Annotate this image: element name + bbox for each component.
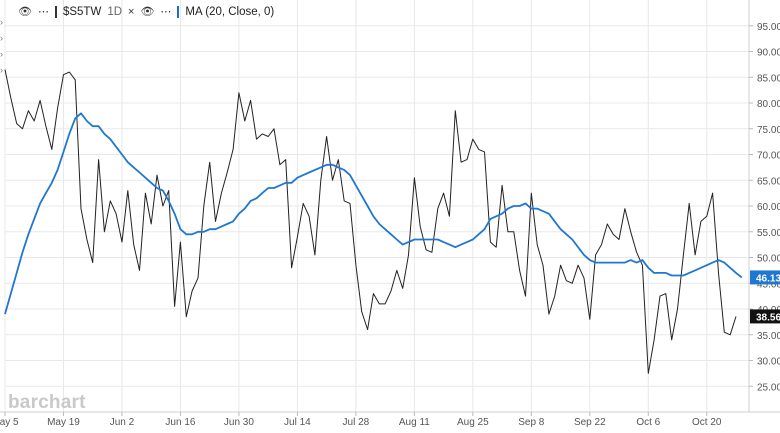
barchart-logo: barchart [8, 392, 86, 413]
y-tick-label: 75.00 [757, 125, 780, 136]
last-value-labels: 46.13 38.56 [750, 270, 780, 324]
x-tick-label: Oct 6 [636, 417, 660, 428]
y-tick-label: 80.00 [757, 99, 780, 110]
y-tick-label: 60.00 [757, 202, 780, 213]
x-axis: May 5 May 19 Jun 2 Jun 16 Jun 30 Jul 14 Jul 28… [0, 411, 780, 428]
more-icon[interactable]: ⋯ [160, 6, 172, 18]
legend-ma-label: MA (20, Close, 0) [185, 5, 275, 18]
price-last-value: 38.56 [756, 312, 780, 323]
x-tick-label: Sep 22 [574, 417, 606, 428]
grid-lines [4, 0, 749, 412]
y-tick-label: 95.00 [757, 22, 780, 33]
y-tick-label: 25.00 [757, 382, 780, 393]
x-tick-label: May 5 [0, 417, 19, 428]
series-lines [4, 69, 743, 374]
y-tick-label: 70.00 [757, 151, 780, 162]
side-collapse-arrows[interactable]: › › › › [0, 17, 3, 75]
x-tick-label: Jun 30 [224, 417, 254, 428]
x-tick-label: Jun 16 [165, 417, 195, 428]
y-tick-label: 65.00 [757, 176, 780, 187]
legend-symbol: $S5TW [62, 5, 102, 18]
x-tick-label: Jun 2 [110, 417, 135, 428]
y-axis: 25.0030.0035.0040.0045.0050.0055.0060.00… [748, 0, 780, 412]
legend-interval: 1D [107, 5, 123, 18]
y-tick-label: 90.00 [757, 48, 780, 59]
x-tick-label: Oct 20 [692, 417, 722, 428]
y-tick-label: 45.00 [757, 279, 780, 290]
ma-line [4, 112, 743, 315]
eye-icon[interactable]: 👁 [18, 6, 32, 18]
y-tick-label: 35.00 [757, 331, 780, 342]
chart-legend: 👁 ⋯ $S5TW 1D × 👁 ⋯ MA (20, Close, 0) [18, 5, 274, 18]
more-icon[interactable]: ⋯ [37, 6, 49, 18]
ma-last-value: 46.13 [756, 273, 780, 284]
y-tick-label: 30.00 [757, 357, 780, 368]
x-tick-label: Sep 8 [518, 417, 545, 428]
y-tick-label: 55.00 [757, 228, 780, 239]
x-tick-label: Aug 25 [457, 417, 489, 428]
x-tick-label: Jul 28 [343, 417, 370, 428]
x-tick-label: Aug 11 [399, 417, 430, 428]
ma-last-value-bg [750, 270, 780, 285]
price-line [4, 69, 737, 374]
price-last-value-bg [750, 309, 780, 324]
x-tick-label: May 19 [47, 417, 80, 428]
y-tick-label: 85.00 [757, 73, 780, 84]
eye-icon[interactable]: 👁 [140, 6, 155, 18]
ma-color-swatch [177, 5, 180, 18]
x-tick-label: Jul 14 [284, 417, 311, 428]
y-tick-label: 50.00 [757, 254, 780, 265]
series-color-swatch [54, 5, 57, 18]
close-icon[interactable]: × [128, 5, 135, 18]
